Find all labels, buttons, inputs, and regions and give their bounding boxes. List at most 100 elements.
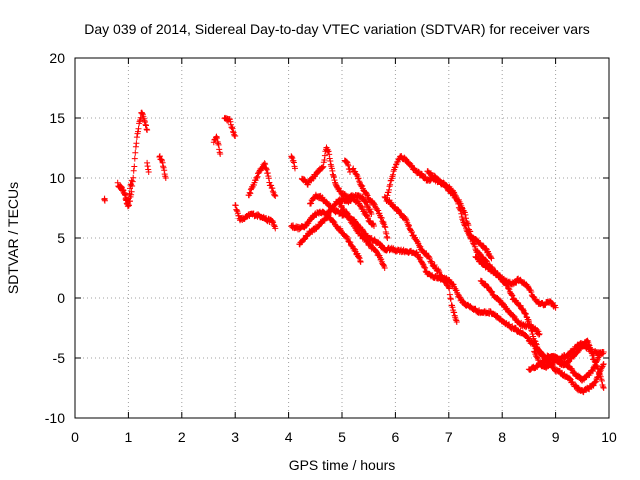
data-point [510, 312, 517, 319]
data-point [403, 156, 410, 163]
grid-lines [75, 58, 609, 418]
data-point [390, 171, 396, 178]
data-point [130, 174, 137, 181]
data-point [487, 254, 494, 261]
data-point [131, 163, 138, 170]
data-point [125, 201, 132, 208]
y-tick-label: 10 [49, 170, 65, 186]
x-tick-label: 9 [552, 429, 560, 445]
data-point [409, 229, 415, 235]
data-point [387, 181, 394, 188]
x-tick-label: 3 [231, 429, 239, 445]
data-point [247, 190, 254, 197]
data-point [125, 195, 132, 202]
series-arc-9 [296, 212, 364, 265]
data-point [522, 311, 529, 317]
data-point [383, 230, 390, 237]
data-point [517, 302, 524, 309]
series-arc-3 [210, 133, 224, 157]
data-point [431, 262, 438, 268]
data-point [301, 236, 307, 243]
data-point [528, 289, 535, 295]
data-point [457, 206, 464, 213]
data-point [458, 210, 465, 217]
data-point [417, 254, 424, 261]
y-tick-label: -10 [45, 410, 65, 426]
data-point [462, 211, 469, 218]
data-point [522, 310, 529, 317]
data-point [127, 182, 134, 188]
data-point [592, 378, 599, 385]
x-tick-label: 8 [498, 429, 506, 445]
data-point [356, 255, 363, 262]
data-point [363, 203, 370, 210]
data-point [534, 355, 541, 362]
data-point [271, 192, 278, 199]
data-point [456, 204, 463, 211]
data-point [489, 289, 496, 295]
data-point [380, 262, 387, 268]
data-point [594, 357, 601, 364]
data-point [402, 215, 409, 222]
data-point [272, 193, 279, 199]
data-point [590, 382, 597, 389]
data-point [214, 135, 220, 141]
x-tick-label: 4 [285, 429, 293, 445]
data-point [567, 375, 573, 382]
data-point [470, 240, 477, 247]
data-point [336, 185, 342, 192]
series-arc-14 [349, 165, 391, 241]
data-point [308, 200, 315, 207]
data-point [290, 159, 297, 166]
series-arc-21 [525, 340, 607, 373]
data-point [347, 239, 354, 246]
series-arc-18 [472, 253, 559, 311]
series-arc-5 [232, 202, 279, 232]
data-point [535, 328, 542, 335]
data-point [384, 235, 391, 241]
data-point [359, 182, 366, 189]
data-point [591, 379, 598, 386]
x-tick-label: 10 [601, 429, 617, 445]
x-tick-label: 5 [338, 429, 346, 445]
data-point [435, 267, 442, 274]
series-arc-11 [298, 144, 375, 217]
data-point [386, 183, 393, 190]
data-point [488, 255, 495, 262]
series-arc-2 [156, 153, 169, 181]
data-point [533, 353, 540, 360]
data-point [506, 286, 513, 293]
y-tick-label: 15 [49, 110, 65, 126]
series-arc-17 [424, 168, 495, 262]
data-point [446, 285, 453, 292]
data-point [451, 309, 458, 316]
data-point [600, 349, 607, 355]
series-arc-7 [288, 153, 298, 172]
series-isolated [101, 195, 108, 204]
data-point [600, 383, 607, 390]
data-point [325, 148, 332, 155]
data-point [591, 363, 598, 370]
y-tick-label: -5 [53, 350, 66, 366]
series-arc-4 [221, 114, 239, 139]
data-point [351, 247, 358, 254]
data-point [453, 319, 460, 325]
data-point [232, 133, 239, 139]
y-tick-label: 0 [57, 290, 65, 306]
x-axis-label: GPS time / hours [289, 457, 396, 473]
data-point [406, 222, 412, 229]
axis-ticks [74, 57, 610, 419]
series-arc-19 [477, 277, 543, 338]
data-point [463, 215, 469, 222]
data-point [353, 171, 360, 178]
data-point [395, 207, 402, 213]
data-point [378, 256, 385, 263]
series-arc-13 [341, 157, 353, 175]
data-point [436, 269, 443, 276]
data-point [133, 140, 140, 147]
data-point [452, 316, 459, 323]
data-point [439, 274, 446, 281]
data-point [536, 331, 543, 337]
data-point [572, 345, 579, 352]
